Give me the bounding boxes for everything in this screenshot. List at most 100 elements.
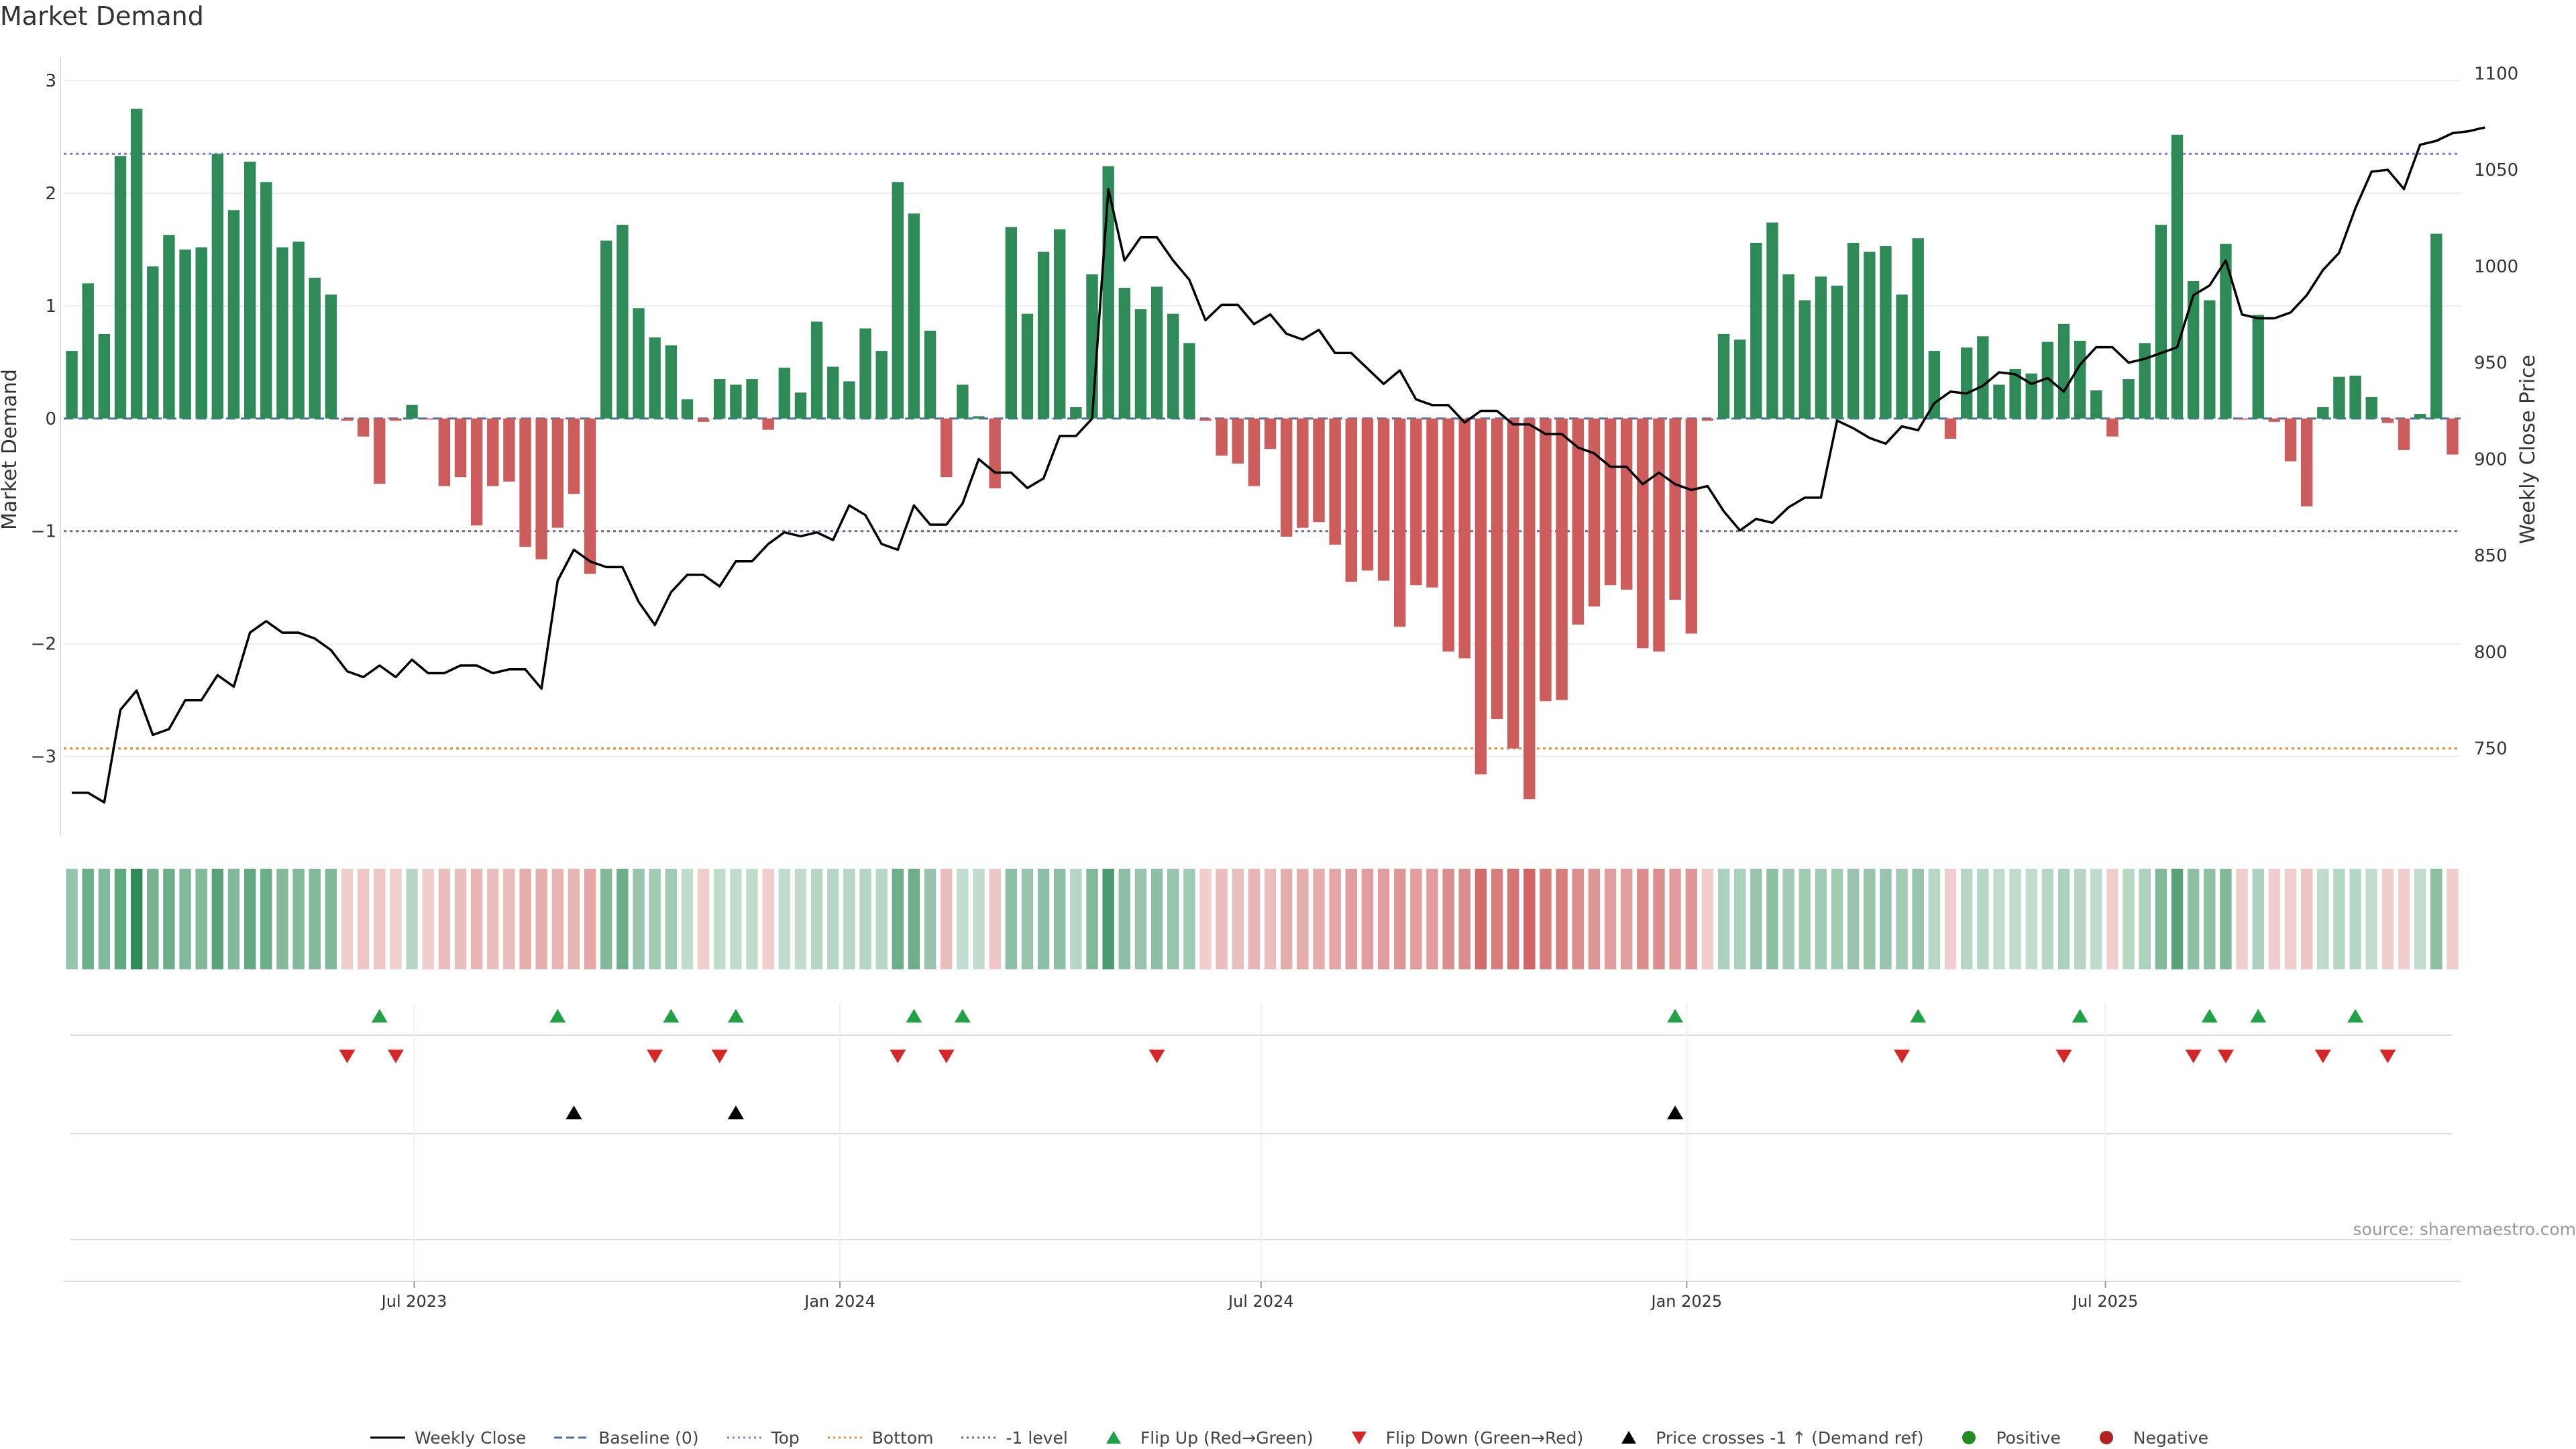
heat-cell [2268, 869, 2281, 969]
price-cross-marker [727, 1106, 744, 1120]
flip-down-marker [339, 1049, 356, 1063]
heat-cell [260, 869, 272, 969]
flip-down-marker [2314, 1049, 2331, 1063]
heat-cell [2236, 869, 2248, 969]
demand-bar [584, 418, 596, 574]
flip-up-marker [1910, 1009, 1927, 1023]
heat-cell [2090, 869, 2102, 969]
heat-cell [827, 869, 839, 969]
heat-cell [794, 869, 807, 969]
heat-cell [244, 869, 256, 969]
flip-up-marker [2250, 1009, 2267, 1023]
flip-up-marker [727, 1009, 744, 1023]
demand-bar [2074, 340, 2086, 419]
heat-cell [2447, 869, 2459, 969]
demand-bar [859, 328, 871, 419]
demand-bar [2204, 300, 2216, 419]
demand-bar [1216, 418, 1228, 456]
heat-cell [1782, 869, 1794, 969]
demand-bar [535, 418, 547, 559]
demand-bar [374, 418, 386, 484]
triangle-down-icon [1339, 1428, 1379, 1448]
legend: Weekly Close Baseline (0) Top Bottom -1 leve… [0, 1428, 2576, 1448]
heat-cell [1540, 869, 1552, 969]
demand-bar [1134, 309, 1147, 419]
y-tick-label: 2 [45, 184, 56, 204]
demand-bar [2268, 418, 2281, 422]
heat-cell [1912, 869, 1924, 969]
heat-cell [1717, 869, 1730, 969]
demand-bar [1815, 276, 1827, 419]
demand-bar [1394, 418, 1406, 627]
heat-cell [2187, 869, 2200, 969]
heat-cell [1216, 869, 1228, 969]
heat-cell [1297, 869, 1309, 969]
heat-cell [1426, 869, 1438, 969]
heat-cell [470, 869, 483, 969]
solid-line-icon [368, 1428, 408, 1448]
demand-bar [875, 351, 888, 419]
y-tick-label: −2 [31, 635, 56, 655]
flip-up-marker [663, 1009, 680, 1023]
demand-bar [1037, 252, 1050, 419]
heat-cell [1248, 869, 1260, 969]
flip-down-marker [387, 1049, 404, 1063]
heat-cell [957, 869, 969, 969]
heat-cell [211, 869, 224, 969]
heat-cell [843, 869, 855, 969]
legend-label: Baseline (0) [598, 1428, 699, 1448]
demand-bar [843, 381, 855, 419]
demand-bar [1637, 418, 1649, 649]
demand-bar [179, 250, 191, 419]
flip-down-marker [890, 1049, 906, 1063]
demand-bar [1150, 286, 1163, 419]
demand-bar [2171, 134, 2184, 419]
demand-bar [957, 384, 969, 419]
demand-bar [1864, 252, 1876, 419]
demand-bar [227, 210, 240, 419]
heat-cell [1637, 869, 1649, 969]
legend-item: Flip Up (Red→Green) [1093, 1428, 1313, 1448]
y-axis-label: Market Demand [0, 369, 21, 530]
heat-cell [1572, 869, 1584, 969]
heat-cell [941, 869, 953, 969]
demand-bar [503, 418, 515, 482]
heat-cell [1474, 869, 1487, 969]
y2-tick-label: 1050 [2474, 160, 2518, 180]
heat-cell [1442, 869, 1454, 969]
heat-cell [1329, 869, 1341, 969]
flip-up-marker [906, 1009, 922, 1023]
demand-bar [454, 418, 467, 478]
demand-bar [892, 182, 904, 419]
demand-bar [1896, 294, 1908, 419]
heat-cell [1054, 869, 1066, 969]
heat-cell [1880, 869, 1892, 969]
heat-cell [973, 869, 985, 969]
price-cross-marker [1667, 1106, 1684, 1120]
heat-cell [1523, 869, 1536, 969]
demand-bar [1297, 418, 1309, 528]
heat-cell [1458, 869, 1470, 969]
heat-cell [1588, 869, 1601, 969]
heat-cell [649, 869, 661, 969]
demand-bar [1540, 418, 1552, 702]
demand-bar [82, 283, 94, 419]
demand-bar [1847, 242, 1860, 419]
heat-cell [859, 869, 871, 969]
legend-label: Top [771, 1428, 800, 1448]
demand-bar [2381, 418, 2394, 423]
demand-bar [2252, 315, 2264, 419]
heat-cell [1264, 869, 1277, 969]
heat-cell [2333, 869, 2345, 969]
demand-bar [1782, 274, 1794, 419]
heat-cell [1653, 869, 1665, 969]
heat-cell [1944, 869, 1957, 969]
legend-item: -1 level [959, 1428, 1068, 1448]
heat-cell [1701, 869, 1714, 969]
heat-cell [1491, 869, 1503, 969]
heat-cell [2009, 869, 2021, 969]
demand-bar [1199, 418, 1212, 421]
demand-bar [633, 308, 645, 419]
heat-cell [2106, 869, 2118, 969]
demand-bar [665, 345, 678, 419]
